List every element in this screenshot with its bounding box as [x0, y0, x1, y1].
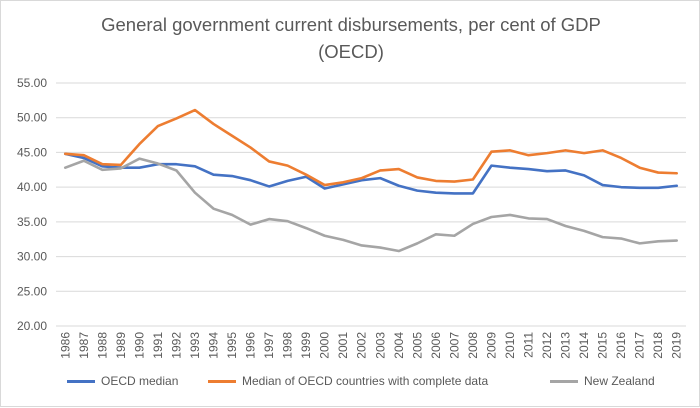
- y-tick-label: 20.00: [17, 319, 47, 333]
- y-tick-label: 25.00: [17, 284, 47, 298]
- y-tick-label: 50.00: [17, 111, 47, 125]
- legend-label: OECD median: [101, 374, 179, 388]
- y-tick-label: 55.00: [17, 76, 47, 90]
- x-tick-label: 2013: [559, 332, 573, 359]
- series-line-new-zealand: [63, 157, 679, 253]
- legend-item: New Zealand: [550, 374, 655, 388]
- x-tick-label: 1988: [95, 332, 109, 359]
- x-tick-label: 2005: [410, 332, 424, 359]
- x-tick-label: 2001: [336, 332, 350, 359]
- x-tick-label: 2015: [596, 332, 610, 359]
- x-tick-label: 2006: [429, 332, 443, 359]
- x-tick-label: 2004: [392, 332, 406, 359]
- chart-title-line-2: (OECD): [318, 41, 384, 62]
- x-tick-label: 2010: [503, 332, 517, 359]
- x-tick-label: 2019: [670, 332, 684, 359]
- x-tick-label: 2011: [522, 332, 536, 358]
- y-tick-label: 30.00: [17, 250, 47, 264]
- x-tick-label: 1990: [132, 332, 146, 359]
- legend-swatch: [550, 379, 578, 383]
- legend-label: New Zealand: [584, 374, 655, 388]
- x-tick-label: 1996: [244, 332, 258, 359]
- x-tick-label: 2014: [577, 332, 591, 359]
- y-tick-label: 40.00: [17, 180, 47, 194]
- chart-title-line-1: General government current disbursements…: [101, 14, 601, 35]
- x-tick-label: 1998: [281, 332, 295, 359]
- chart-title: General government current disbursements…: [1, 11, 700, 65]
- x-tick-label: 2016: [614, 332, 628, 359]
- x-tick-label: 1993: [188, 332, 202, 359]
- legend-item: Median of OECD countries with complete d…: [208, 374, 488, 388]
- x-tick-label: 2003: [373, 332, 387, 359]
- y-tick-label: 45.00: [17, 145, 47, 159]
- x-tick-label: 2018: [651, 332, 665, 359]
- x-tick-label: 2009: [484, 332, 498, 359]
- x-tick-label: 2012: [540, 332, 554, 359]
- legend: OECD median Median of OECD countries with…: [1, 374, 700, 394]
- x-tick-label: 2002: [355, 332, 369, 359]
- legend-label: Median of OECD countries with complete d…: [242, 374, 489, 388]
- x-tick-label: 1995: [225, 332, 239, 359]
- x-tick-label: 1992: [169, 332, 183, 359]
- x-tick-label: 2008: [466, 332, 480, 359]
- x-tick-label: 2007: [447, 332, 461, 359]
- x-tick-label: 2000: [318, 332, 332, 359]
- series-line-oecd-median: [63, 152, 679, 195]
- legend-swatch: [208, 379, 236, 383]
- legend-swatch: [67, 379, 95, 383]
- x-tick-label: 1986: [58, 332, 72, 359]
- x-tick-label: 1989: [114, 332, 128, 359]
- series-line-median-of-oecd-countries-with-complete-data: [63, 108, 679, 187]
- x-tick-label: 1997: [262, 332, 276, 359]
- y-tick-label: 35.00: [17, 215, 47, 229]
- x-tick-label: 2017: [633, 332, 647, 359]
- x-tick-label: 1994: [207, 332, 221, 359]
- x-tick-label: 1991: [151, 332, 165, 359]
- legend-item: OECD median: [67, 374, 178, 388]
- x-tick-label: 1987: [77, 332, 91, 359]
- x-tick-label: 1999: [299, 332, 313, 359]
